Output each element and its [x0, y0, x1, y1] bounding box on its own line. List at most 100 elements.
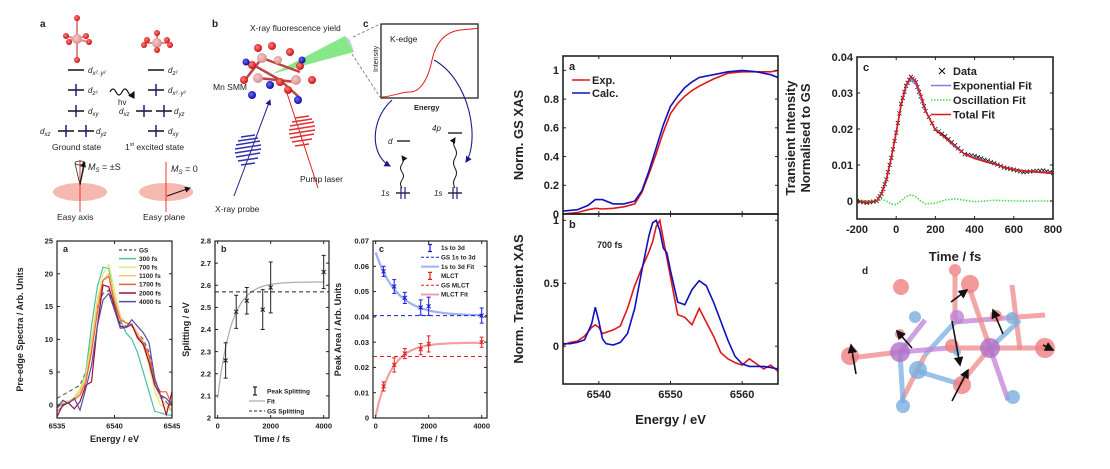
y-tick-label: 0 — [553, 209, 559, 221]
y-tick-label: 0.02 — [832, 124, 853, 136]
y-axis-label: Peak Area / Arb. Units — [333, 283, 343, 376]
displacement-vector-arrow — [951, 368, 969, 402]
plot-area — [857, 74, 1053, 206]
panel-label: b — [569, 219, 576, 231]
legend: Peak Splitting Fit GS Splitting — [249, 386, 310, 415]
y-axis-label: Normalised to GS — [798, 83, 813, 192]
series-line-calc- — [563, 219, 778, 370]
data-point — [381, 381, 386, 392]
x-tick-label: 0 — [374, 422, 378, 431]
axes-frame — [56, 240, 173, 419]
panel-label-a: a — [40, 19, 46, 30]
y-tick-label: 0.06 — [354, 262, 369, 271]
axes-frame — [856, 56, 1054, 220]
data-point — [381, 265, 386, 277]
level-label: dxz — [119, 107, 129, 118]
x-axis-label: Energy / eV — [635, 412, 706, 427]
legend-label: Total Fit — [953, 109, 995, 121]
legend-label: 1s to 3d — [441, 245, 465, 252]
y-tick-label: 0.07 — [354, 237, 369, 246]
atom — [949, 264, 961, 276]
pre-edge-transition-arrow — [374, 99, 393, 167]
x-ray-probe-pulse-icon — [233, 99, 272, 197]
legend-label: GS 1s to 3d — [441, 255, 476, 262]
y-tick-label: 1 — [553, 65, 559, 77]
atom — [893, 279, 909, 295]
y-tick-label: 5 — [49, 368, 53, 377]
y-tick-label: 0.03 — [354, 338, 369, 347]
level-label: dz² — [168, 66, 178, 77]
y-axis-label: Pre-edge Spectra / Arb. Units — [15, 267, 25, 391]
level-label: dyz — [96, 127, 106, 138]
annotation-label: 700 fs — [597, 240, 623, 250]
x-tick-label: 6535 — [49, 422, 66, 431]
y-tick-label: 2.6 — [201, 281, 211, 290]
legend-swatch — [253, 386, 257, 396]
y-tick-label: 0 — [49, 401, 53, 410]
atom — [841, 347, 859, 365]
x-tick-label: 600 — [1005, 224, 1023, 236]
legend-swatch — [428, 243, 432, 253]
schematic-panel-c: c K-edge Intensity Energy d 1s 4p 1s — [363, 19, 479, 199]
atom — [896, 399, 910, 413]
level-label: dx²₋y² — [168, 86, 187, 97]
series-line-oscillation-fit — [857, 194, 1053, 206]
y-tick-label: 2 — [207, 414, 211, 423]
legend-swatch — [938, 67, 946, 75]
atom — [890, 342, 910, 362]
series-line-1700-fs — [57, 275, 172, 412]
fluorescence-cone-icon — [272, 36, 354, 74]
core-1s-label: 1s — [381, 189, 389, 198]
legend-label: 700 fs — [139, 264, 158, 271]
atom — [1035, 338, 1055, 358]
panel-label: a — [569, 61, 576, 73]
atom — [1006, 312, 1018, 324]
structure-panel-d: d — [841, 264, 1055, 413]
chart-splitting: 2 2.1 2.2 2.3 2.4 2.5 2.6 2.7 2.8 0 2000 4000 Time /… — [181, 237, 332, 444]
x-tick-label: 4000 — [473, 422, 490, 431]
kedge-inset-frame — [380, 23, 479, 99]
y-tick-label: 2.3 — [201, 347, 211, 356]
y-tick-label: 0.03 — [832, 88, 853, 100]
legend-label: Calc. — [592, 88, 618, 100]
y-tick-label: 0 — [553, 341, 559, 353]
series-line-total-fit — [857, 75, 1053, 204]
legend-label: GS MLCT — [441, 282, 469, 289]
y-axis-label: Norm. Transient XAS — [511, 234, 526, 364]
axes-frame — [214, 240, 330, 419]
atom — [1006, 390, 1020, 404]
legend-label: Oscillation Fit — [953, 95, 1026, 107]
y-tick-label: 1 — [553, 215, 559, 227]
level-d-label: d — [388, 137, 393, 146]
x-tick-label: 0 — [893, 224, 899, 236]
y-tick-label: 15 — [45, 302, 53, 311]
x-tick-label: 800 — [1044, 224, 1062, 236]
y-tick-label: 0.6 — [544, 123, 559, 135]
y-tick-label: 10 — [45, 335, 53, 344]
legend-label: 1100 fs — [139, 273, 161, 280]
atom — [980, 338, 1000, 358]
atom — [909, 361, 927, 379]
level-label: dz² — [88, 86, 98, 97]
x-tick-label: -200 — [846, 224, 868, 236]
x-axis-label: Time / fs — [412, 434, 448, 444]
level-label: dxz — [40, 127, 50, 138]
displacement-vector-arrow — [951, 320, 964, 367]
x-tick-label: 6550 — [658, 389, 682, 401]
panel-label-b: b — [212, 19, 218, 30]
main-edge-transition-arrow — [433, 59, 473, 163]
square-planar-complex-icon — [141, 30, 173, 53]
legend-label: Exp. — [592, 75, 615, 87]
displacement-vector-arrow — [950, 289, 969, 303]
level-label: dx²₋y² — [88, 66, 107, 77]
legend-label: 4000 fs — [139, 299, 161, 306]
level-label: dxy — [88, 107, 99, 118]
chart-peak-area: 0 0.01 0.02 0.03 0.04 0.05 0.06 0.07 0 2000 4000 Ti… — [333, 237, 490, 444]
ground-state-label: Ground state — [52, 142, 101, 152]
y-axis-label: Transient Intensity — [783, 80, 798, 196]
panel-label: a — [63, 244, 69, 254]
y-tick-label: 2.5 — [201, 303, 211, 312]
level-label: dxy — [168, 127, 179, 138]
schematic-panel-a: a dx²₋y² — [40, 15, 198, 222]
